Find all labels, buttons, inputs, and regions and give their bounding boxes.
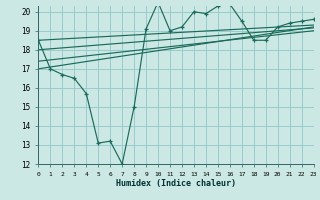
- X-axis label: Humidex (Indice chaleur): Humidex (Indice chaleur): [116, 179, 236, 188]
